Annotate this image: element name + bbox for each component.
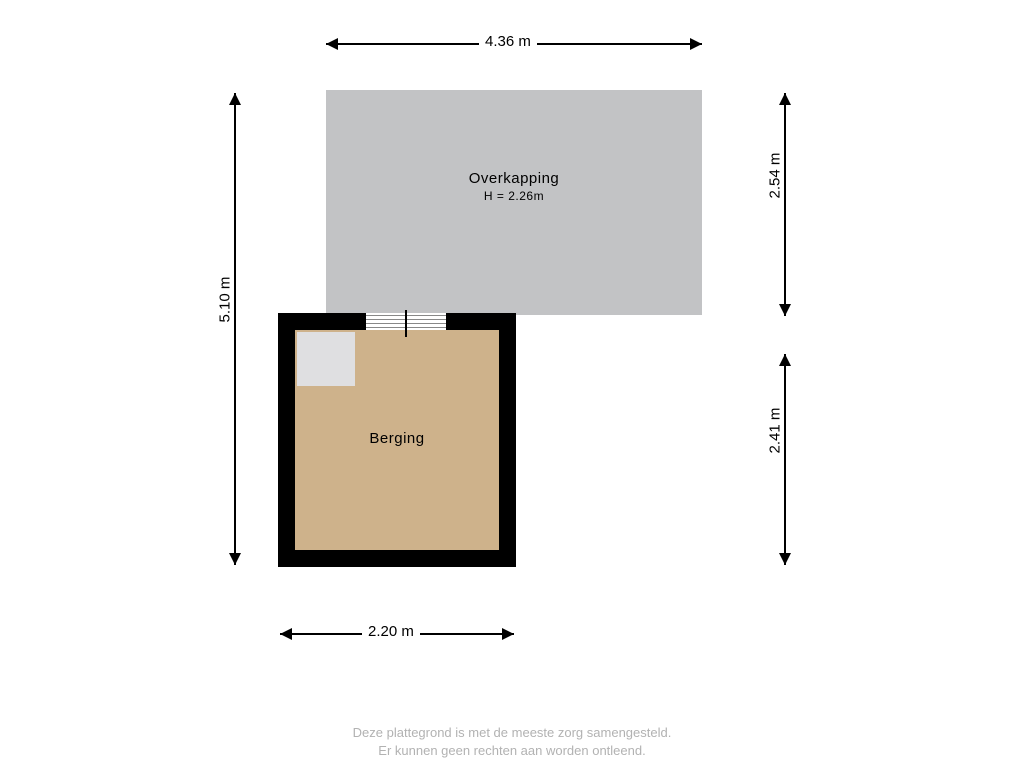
overkapping-title: Overkapping [326, 170, 702, 187]
dim-right1-label: 2.54 m [767, 146, 784, 204]
dim-left-label: 5.10 m [217, 271, 234, 329]
dim-right1-line [784, 93, 786, 316]
dim-right2-line [784, 354, 786, 565]
disclaimer-line1: Deze plattegrond is met de meeste zorg s… [353, 725, 672, 740]
disclaimer: Deze plattegrond is met de meeste zorg s… [0, 724, 1024, 760]
dim-right2-label: 2.41 m [767, 401, 784, 459]
berging-title: Berging [295, 430, 499, 447]
dim-top-arrow-left [326, 38, 338, 50]
dim-bottom-label: 2.20 m [362, 623, 420, 640]
dim-left-arrow-bottom [229, 553, 241, 565]
dim-bottom-arrow-right [502, 628, 514, 640]
dim-top-label: 4.36 m [479, 33, 537, 50]
overkapping-height: H = 2.26m [326, 189, 702, 203]
dim-top-arrow-right [690, 38, 702, 50]
dim-right1-arrow-top [779, 93, 791, 105]
berging-door-tick [405, 310, 407, 337]
dim-left-arrow-top [229, 93, 241, 105]
disclaimer-line2: Er kunnen geen rechten aan worden ontlee… [378, 743, 645, 758]
dim-right2-arrow-bottom [779, 553, 791, 565]
dim-right2-arrow-top [779, 354, 791, 366]
dim-bottom-arrow-left [280, 628, 292, 640]
berging-furniture [297, 332, 355, 386]
dim-left-line [234, 93, 236, 565]
room-overkapping: Overkapping H = 2.26m [326, 90, 702, 315]
dim-right1-arrow-bottom [779, 304, 791, 316]
